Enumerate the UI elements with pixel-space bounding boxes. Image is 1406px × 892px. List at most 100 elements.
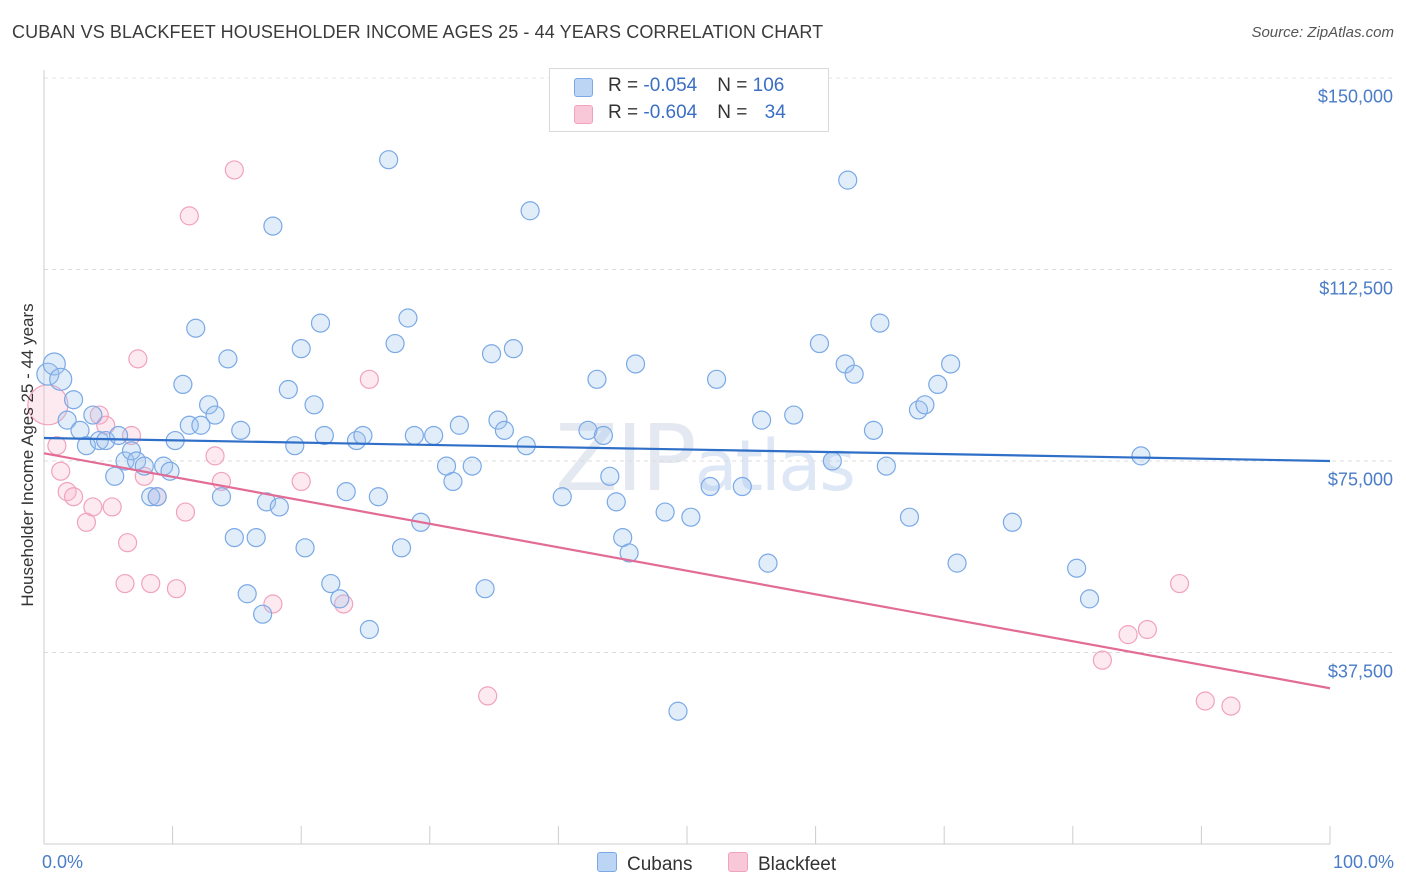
cubans-point-17	[147, 487, 167, 507]
cubans-point-10	[105, 466, 125, 486]
cubans-point-42	[310, 313, 331, 333]
cubans-point-85	[758, 553, 778, 573]
cubans-point-38	[285, 436, 305, 456]
cubans-point-68	[520, 201, 540, 221]
cubans-point-16	[141, 487, 161, 507]
r-label: R =	[608, 102, 644, 123]
blackfeet-point-17	[166, 579, 187, 599]
cubans-point-37	[278, 379, 298, 400]
blackfeet-legend-swatch	[728, 852, 748, 872]
blackfeet-point-26	[359, 369, 379, 389]
blackfeet-point-32	[1195, 691, 1215, 711]
cubans-trend-line	[43, 436, 1331, 463]
cubans-point-104	[1131, 446, 1151, 466]
cubans-point-63	[481, 344, 502, 364]
grid-lines	[44, 77, 1394, 653]
cubans-point-59	[443, 471, 463, 492]
blackfeet-point-11	[117, 533, 138, 553]
blackfeet-point-29	[1118, 625, 1138, 645]
cubans-point-74	[606, 492, 626, 512]
series-legend: Cubans Blackfeet	[0, 852, 1406, 878]
cubans-point-51	[379, 150, 399, 170]
cubans-point-12	[115, 451, 135, 471]
cubans-point-86	[784, 405, 804, 425]
cubans-point-79	[668, 701, 688, 721]
blackfeet-point-13	[128, 349, 148, 369]
cubans-point-71	[587, 369, 607, 389]
cubans-point-49	[359, 619, 379, 640]
blackfeet-point-4	[63, 487, 84, 507]
cubans-point-81	[700, 476, 720, 497]
blackfeet-point-33	[1221, 696, 1241, 716]
cubans-point-88	[822, 451, 842, 471]
watermark-atlas: atlas	[694, 425, 856, 507]
cubans-point-32	[246, 527, 266, 548]
cubans-point-8	[89, 430, 109, 451]
cubans-point-73	[600, 466, 620, 486]
cubans-point-83	[732, 476, 752, 497]
watermark: ZIPatlas	[555, 405, 856, 512]
cubans-point-93	[870, 313, 890, 333]
cubans-point-27	[211, 487, 232, 507]
cubans-point-33	[253, 604, 273, 624]
blackfeet-point-2	[51, 461, 71, 481]
cubans-point-62	[475, 579, 495, 599]
cubans-point-3	[57, 410, 77, 430]
axes	[43, 70, 1331, 845]
cubans-point-66	[503, 339, 523, 359]
cubans-point-22	[179, 415, 199, 435]
source-label: Source: ZipAtlas.com	[1251, 24, 1394, 41]
cubans-point-60	[449, 415, 469, 435]
legend-label-blackfeet: Blackfeet	[758, 854, 837, 875]
cubans-point-72	[593, 425, 614, 446]
cubans-point-43	[314, 425, 334, 446]
cubans-point-46	[336, 482, 356, 502]
cubans-point-30	[231, 420, 251, 440]
cubans-point-82	[706, 369, 727, 389]
blackfeet-swatch	[574, 105, 593, 124]
cubans-point-21	[173, 374, 193, 394]
cubans-point-96	[908, 400, 929, 420]
cubans-point-9	[96, 430, 116, 451]
blackfeet-point-31	[1169, 573, 1190, 594]
cubans-point-39	[291, 339, 311, 359]
watermark-zip: ZIP	[555, 405, 697, 512]
cubans-point-95	[899, 507, 920, 527]
legend-item-cubans: Cubans	[597, 852, 693, 876]
cubans-point-77	[625, 354, 646, 374]
x-tick-label-max: 100.0%	[1332, 852, 1394, 872]
cubans-point-101	[1002, 512, 1022, 532]
blackfeet-point-28	[1092, 650, 1112, 670]
blackfeet-point-18	[175, 502, 196, 522]
cubans-point-26	[205, 405, 225, 425]
cubans-point-65	[494, 420, 514, 440]
cubans-point-80	[681, 507, 701, 527]
blackfeet-point-10	[115, 573, 135, 594]
blackfeet-point-27	[478, 686, 498, 706]
blackfeet-point-7	[89, 405, 109, 425]
cubans-point-36	[269, 497, 289, 517]
blackfeet-point-22	[224, 160, 244, 180]
blackfeet-point-6	[83, 497, 103, 517]
cubans-points	[36, 150, 1151, 721]
trend-lines	[43, 436, 1331, 690]
cubans-point-57	[424, 425, 444, 446]
cubans-point-11	[108, 425, 129, 446]
n-label: N =	[717, 102, 753, 123]
cubans-point-97	[915, 395, 935, 415]
stats-legend: R = -0.054 N = 106 R = -0.604 N = 34	[549, 68, 829, 132]
cubans-point-78	[655, 502, 675, 522]
cubans-point-64	[488, 410, 508, 430]
cubans-point-24	[191, 415, 211, 435]
r-value-blackfeet: -0.604	[643, 102, 698, 123]
cubans-point-41	[304, 395, 324, 415]
cubans-point-40	[295, 538, 315, 558]
n-value-cubans: 106	[752, 75, 785, 96]
cubans-point-69	[552, 487, 572, 507]
cubans-swatch	[574, 78, 593, 97]
blackfeet-point-15	[141, 573, 161, 594]
y-tick-label-2: $112,500	[1319, 278, 1393, 298]
cubans-point-23	[186, 318, 206, 338]
blackfeet-point-19	[179, 206, 199, 226]
